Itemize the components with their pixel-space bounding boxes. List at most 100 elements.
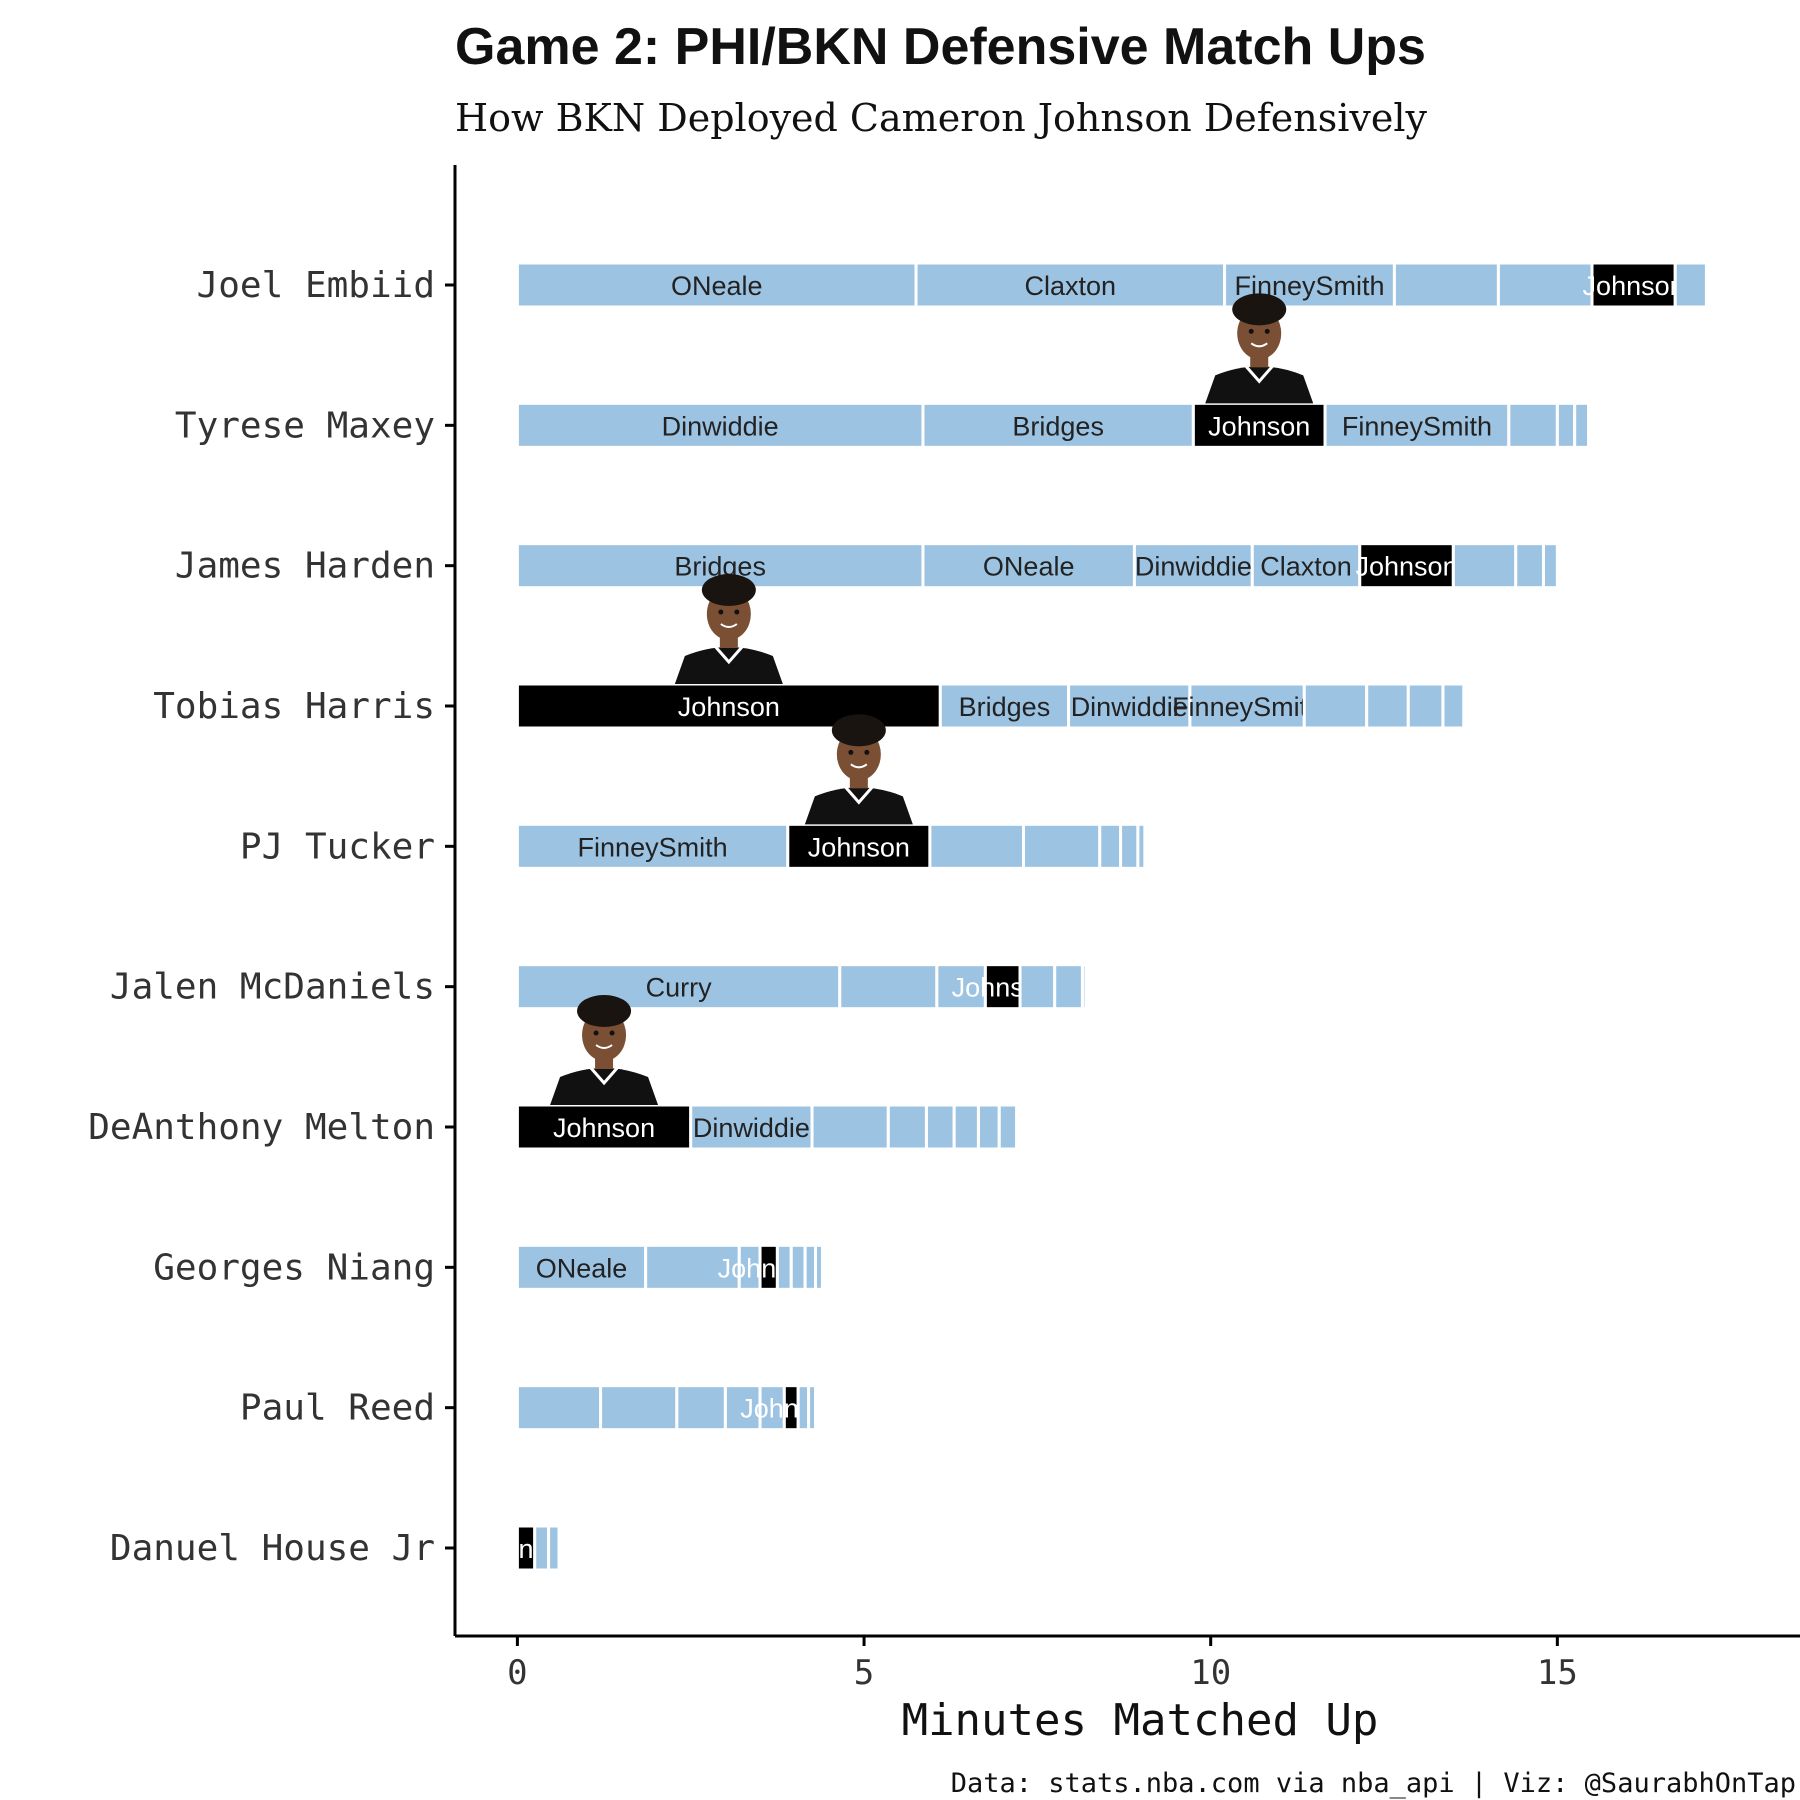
bar-segment bbox=[886, 1103, 928, 1151]
bar-row: Johnson Dinwiddie bbox=[515, 1103, 1019, 1151]
jersey-shape bbox=[1205, 366, 1314, 404]
segment-label: Claxton bbox=[1260, 552, 1352, 582]
x-tick-label: 10 bbox=[1190, 1653, 1231, 1693]
hair-shape bbox=[831, 714, 886, 747]
y-tick-label: Paul Reed bbox=[240, 1388, 435, 1429]
smile-shape bbox=[720, 623, 738, 628]
bar-segment bbox=[796, 1384, 811, 1432]
bar-segment bbox=[1507, 401, 1559, 449]
hair-shape bbox=[701, 574, 756, 606]
eye-right bbox=[609, 1030, 615, 1036]
chart-subtitle: How BKN Deployed Cameron Johnson Defensi… bbox=[455, 96, 1428, 140]
johnson-headshot bbox=[1205, 293, 1314, 404]
bar-segment bbox=[1514, 542, 1545, 590]
eye-left bbox=[1248, 328, 1254, 334]
segment-label: FinneySmith bbox=[1172, 692, 1322, 722]
bar-segment bbox=[1188, 682, 1306, 730]
y-tick-label: PJ Tucker bbox=[240, 826, 435, 867]
bar-segment bbox=[1358, 542, 1455, 590]
eye-right bbox=[1264, 328, 1270, 334]
bar-segment bbox=[1406, 682, 1445, 730]
chart-caption: Data: stats.nba.com via nba_api | Viz: @… bbox=[951, 1768, 1796, 1799]
hair-shape bbox=[577, 995, 632, 1027]
johnson-headshot bbox=[804, 714, 913, 825]
bar-segment bbox=[547, 1524, 561, 1572]
segment-label: Dinwiddie bbox=[1071, 692, 1188, 722]
bar-segment bbox=[1573, 401, 1591, 449]
bar-segment bbox=[515, 1384, 603, 1432]
bar-segment bbox=[1080, 963, 1088, 1011]
segment-label: ONeale bbox=[536, 1253, 628, 1283]
y-tick-label: DeAnthony Melton bbox=[88, 1107, 435, 1148]
y-tick-label: Danuel House Jr bbox=[110, 1528, 435, 1569]
jersey-collar bbox=[1244, 364, 1275, 384]
eye-left bbox=[718, 609, 724, 615]
bar-segment bbox=[533, 1524, 551, 1572]
jersey-shape bbox=[674, 647, 783, 684]
bar-segment bbox=[1451, 542, 1518, 590]
bar-segment bbox=[1223, 261, 1396, 309]
bar-segment bbox=[1053, 963, 1084, 1011]
bar-segment bbox=[935, 963, 987, 1011]
eye-left bbox=[848, 749, 854, 755]
plot-area: ONeale Claxton FinneySmith JohnsonDinwiddie… bbox=[475, 261, 1708, 1572]
bar-segment bbox=[515, 261, 918, 309]
bar-segment bbox=[1302, 682, 1369, 730]
bar-segment bbox=[1018, 963, 1057, 1011]
x-tick-label: 5 bbox=[854, 1653, 874, 1693]
bar-segment bbox=[599, 1384, 679, 1432]
y-tick-label: Joel Embiid bbox=[197, 265, 435, 306]
bar-row: Dinwiddie Bridges Johnson FinneySmith bbox=[515, 401, 1591, 449]
johnson-headshot bbox=[674, 574, 783, 684]
y-tick-label: Georges Niang bbox=[153, 1247, 435, 1288]
bar-segment bbox=[921, 401, 1195, 449]
segment-label: Johnson bbox=[1356, 552, 1458, 582]
segment-label: ONeale bbox=[983, 552, 1075, 582]
bar-row: FinneySmith Johnson bbox=[515, 822, 1147, 870]
y-tick-label: Tyrese Maxey bbox=[175, 405, 435, 446]
bar-segment bbox=[976, 1103, 1001, 1151]
segment-label: Johnson bbox=[1208, 411, 1310, 441]
bar-segment bbox=[1132, 542, 1254, 590]
segment-label: Johnson bbox=[808, 832, 910, 862]
segment-label: Dinwiddie bbox=[662, 411, 779, 441]
bar-segment bbox=[1441, 682, 1466, 730]
eye-left bbox=[593, 1030, 599, 1036]
bar-segment bbox=[1673, 261, 1708, 309]
bar-segment bbox=[675, 1384, 727, 1432]
bar-row: Johnson bbox=[515, 1384, 842, 1432]
smile-shape bbox=[850, 763, 868, 769]
segment-label: Bridges bbox=[959, 692, 1051, 722]
x-tick-label: 0 bbox=[507, 1653, 527, 1693]
bar-segment bbox=[997, 1103, 1019, 1151]
bar-segment bbox=[789, 1243, 807, 1291]
bar-segment bbox=[928, 822, 1026, 870]
bar-segment bbox=[814, 1243, 824, 1291]
jersey-shape bbox=[550, 1068, 659, 1105]
y-tick-label: Tobias Harris bbox=[153, 686, 435, 727]
bar-segment bbox=[921, 542, 1136, 590]
bar-segment bbox=[1590, 261, 1677, 309]
bar-segment bbox=[1119, 822, 1140, 870]
johnson-headshot bbox=[550, 995, 659, 1105]
bar-segment bbox=[1555, 401, 1577, 449]
y-tick-label: Jalen McDaniels bbox=[110, 967, 435, 1008]
segment-label: Curry bbox=[646, 973, 712, 1003]
bar-segment bbox=[1250, 542, 1362, 590]
bar-segment bbox=[1022, 822, 1102, 870]
segment-label: Dinwiddie bbox=[693, 1113, 810, 1143]
smile-shape bbox=[1250, 342, 1268, 348]
x-tick-label: 15 bbox=[1537, 1653, 1578, 1693]
bar-segment bbox=[1098, 822, 1123, 870]
bar-segment bbox=[689, 1103, 814, 1151]
smile-shape bbox=[595, 1044, 613, 1049]
bar-segment bbox=[758, 1384, 786, 1432]
bar-segment bbox=[1496, 261, 1594, 309]
segment-label: Dinwiddie bbox=[1135, 552, 1252, 582]
jersey-shape bbox=[804, 787, 913, 825]
bar-segment bbox=[1136, 822, 1147, 870]
bar-segment bbox=[1323, 401, 1511, 449]
jersey-collar bbox=[843, 785, 874, 805]
bar-segment bbox=[775, 1243, 793, 1291]
segment-label: FinneySmith bbox=[1342, 411, 1492, 441]
